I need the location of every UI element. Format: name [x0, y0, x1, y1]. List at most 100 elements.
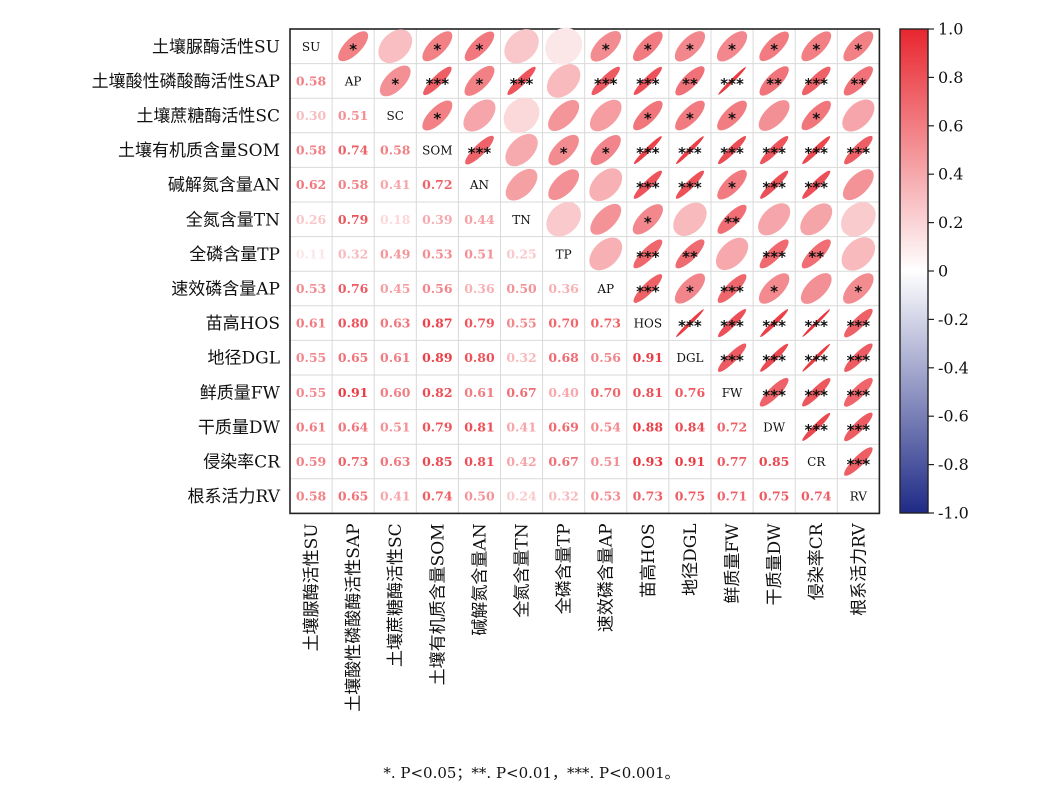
- significance-mark: *: [770, 283, 778, 301]
- correlation-value: 0.45: [380, 281, 410, 296]
- column-label: 土壤酸性磷酸酶活性SAP: [343, 523, 364, 711]
- correlation-value: 0.18: [380, 212, 411, 227]
- correlation-ellipse: [840, 201, 876, 237]
- correlation-ellipse: [674, 273, 706, 304]
- correlation-ellipse: [673, 202, 707, 237]
- correlation-ellipse: [802, 136, 831, 165]
- diagonal-label: SC: [387, 109, 404, 123]
- significance-mark: ***: [847, 456, 871, 474]
- significance-mark: ***: [720, 352, 744, 370]
- correlation-value: 0.53: [296, 281, 326, 296]
- diagonal-label: TN: [512, 213, 531, 227]
- significance-mark: ***: [720, 144, 744, 162]
- diagonal-label: AP: [596, 282, 614, 296]
- axis-labels: 土壤脲酶活性SU 土壤酸性磷酸酶活性SAP 土壤蔗糖酶活性SC 土壤有机质含量SOM 碱…: [92, 36, 870, 711]
- correlation-ellipse: [800, 203, 833, 236]
- significance-mark: *: [433, 110, 441, 128]
- correlation-value: 0.51: [380, 419, 410, 434]
- correlation-ellipse: [759, 239, 789, 269]
- cells: SU * * * * * * * * * *0.58 AP * *** * *** *** *** ** *** ** *…: [296, 27, 876, 504]
- correlation-ellipse: [675, 100, 705, 131]
- correlation-value: 0.72: [717, 419, 747, 434]
- significance-mark: ***: [762, 317, 786, 335]
- column-label: 干质量DW: [765, 523, 785, 606]
- correlation-ellipse: [505, 168, 538, 201]
- correlation-value: 0.81: [464, 419, 494, 434]
- correlation-value: 0.55: [296, 350, 326, 365]
- correlation-ellipse: [379, 65, 411, 97]
- correlation-value: 0.73: [591, 316, 621, 331]
- correlation-ellipse: [548, 169, 580, 201]
- correlation-ellipse: [591, 66, 620, 96]
- correlation-value: 0.60: [380, 385, 411, 400]
- significance-mark: *: [644, 213, 652, 231]
- correlation-ellipse: [676, 309, 704, 337]
- correlation-ellipse: [633, 239, 663, 269]
- significance-mark: **: [682, 75, 698, 93]
- correlation-value: 0.76: [338, 281, 369, 296]
- significance-mark: *: [728, 110, 736, 128]
- correlation-value: 0.41: [506, 419, 536, 434]
- correlation-ellipse: [844, 447, 873, 476]
- correlation-ellipse: [760, 309, 789, 338]
- correlation-value: 0.40: [548, 385, 579, 400]
- correlation-value: 0.74: [422, 489, 453, 504]
- correlation-value: 0.85: [759, 454, 789, 469]
- significance-mark: ***: [636, 248, 660, 266]
- row-label: 根系活力RV: [188, 487, 281, 507]
- correlation-ellipse: [802, 378, 831, 407]
- column-label: 速效磷含量AP: [597, 523, 617, 632]
- correlation-ellipse: [675, 239, 705, 269]
- row-label: 土壤蔗糖酶活性SC: [136, 106, 280, 127]
- correlation-value: 0.61: [380, 350, 410, 365]
- diagonal-label: TP: [556, 247, 572, 261]
- colorbar-tick-label: 0.2: [938, 213, 963, 232]
- correlation-value: 0.67: [548, 454, 578, 469]
- significance-mark: *: [644, 40, 652, 58]
- correlation-ellipse: [758, 273, 790, 304]
- correlation-ellipse: [633, 274, 663, 303]
- significance-mark: ***: [678, 317, 702, 335]
- diagonal-label: DW: [763, 420, 786, 434]
- correlation-value: 0.36: [548, 281, 579, 296]
- correlation-value: 0.68: [548, 350, 579, 365]
- correlation-value: 0.73: [633, 489, 663, 504]
- correlation-value: 0.69: [548, 419, 578, 434]
- correlation-ellipse: [759, 66, 789, 96]
- column-label: 全磷含量TP: [555, 523, 575, 614]
- column-label: 地径DGL: [681, 523, 701, 596]
- correlation-value: 0.53: [591, 489, 621, 504]
- row-label: 土壤酸性磷酸酶活性SAP: [92, 71, 280, 92]
- significance-mark: ***: [804, 386, 828, 404]
- correlation-ellipse: [674, 31, 706, 62]
- significance-mark: *: [433, 40, 441, 58]
- correlation-ellipse: [801, 66, 831, 96]
- correlation-ellipse: [548, 134, 579, 166]
- correlation-value: 0.65: [338, 489, 368, 504]
- correlation-ellipse: [589, 168, 623, 202]
- colorbar: 1.0 0.8 0.6 0.4 0.2 0 -0.2 -0.4 -0.6 -0.8 -1.0: [899, 20, 969, 523]
- column-label: 侵染率CR: [807, 522, 827, 600]
- correlation-ellipse: [675, 170, 705, 199]
- correlation-value: 0.42: [506, 454, 536, 469]
- correlation-value: 0.26: [296, 212, 327, 227]
- correlation-value: 0.74: [338, 143, 369, 158]
- correlation-ellipse: [717, 274, 747, 303]
- diagonal-label: CR: [807, 455, 826, 469]
- correlation-value: 0.58: [380, 143, 411, 158]
- correlation-value: 0.32: [338, 246, 368, 261]
- significance-mark: ***: [804, 352, 828, 370]
- significance-mark: ***: [804, 179, 828, 197]
- correlation-ellipse: [546, 202, 581, 237]
- correlation-ellipse: [548, 99, 580, 132]
- significance-mark: ***: [510, 75, 534, 93]
- correlation-value: 0.71: [717, 489, 747, 504]
- correlation-value: 0.30: [296, 108, 327, 123]
- correlation-value: 0.61: [464, 385, 494, 400]
- correlation-value: 0.67: [506, 385, 536, 400]
- diagonal-label: SU: [302, 40, 320, 54]
- significance-footnote: *. P<0.05；**. P<0.01，***. P<0.001。: [383, 764, 680, 782]
- significance-mark: *: [560, 144, 568, 162]
- correlation-ellipse: [843, 66, 873, 96]
- correlation-ellipse: [590, 203, 622, 235]
